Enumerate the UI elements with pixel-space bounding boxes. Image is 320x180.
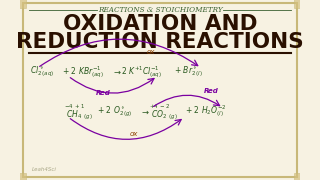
Text: ox: ox <box>147 49 156 55</box>
Text: $\overset{-4\ +1}{CH_4}_{(g)}$: $\overset{-4\ +1}{CH_4}_{(g)}$ <box>64 102 92 122</box>
Text: $+\ 2\ O^\circ_{2\,(g)}$: $+\ 2\ O^\circ_{2\,(g)}$ <box>97 105 132 119</box>
Text: $\overset{+4\ -2}{CO_2}_{(g)}$: $\overset{+4\ -2}{CO_2}_{(g)}$ <box>149 102 178 122</box>
Text: $Cl^\circ_{2\,(aq)}$: $Cl^\circ_{2\,(aq)}$ <box>30 65 54 79</box>
Text: $\rightarrow$: $\rightarrow$ <box>112 68 122 76</box>
Text: Red: Red <box>204 88 218 94</box>
Bar <box>293 172 301 180</box>
Text: Red: Red <box>96 90 110 96</box>
Text: $+\ Br^\circ_{2\,(l)}$: $+\ Br^\circ_{2\,(l)}$ <box>174 65 203 79</box>
Text: ox: ox <box>130 131 138 137</box>
Text: REDUCTION REACTIONS: REDUCTION REACTIONS <box>16 32 304 52</box>
Text: $+\ 2\ H_2O^{-2}_{(l)}$: $+\ 2\ H_2O^{-2}_{(l)}$ <box>185 104 226 120</box>
Bar <box>19 172 27 180</box>
Text: OXIDATION AND: OXIDATION AND <box>63 14 257 34</box>
Text: Leah4Sci: Leah4Sci <box>32 167 57 172</box>
Bar <box>293 0 301 8</box>
Bar <box>19 0 27 8</box>
Text: $\rightarrow$: $\rightarrow$ <box>140 107 150 116</box>
Text: REACTIONS & STOICHIOMETRY: REACTIONS & STOICHIOMETRY <box>98 6 222 14</box>
Text: $+\ 2\ KBr^{-1}_{(aq)}$: $+\ 2\ KBr^{-1}_{(aq)}$ <box>62 64 104 80</box>
Text: $2\ K^{+1}Cl^{-1}_{(aq)}$: $2\ K^{+1}Cl^{-1}_{(aq)}$ <box>122 64 163 80</box>
